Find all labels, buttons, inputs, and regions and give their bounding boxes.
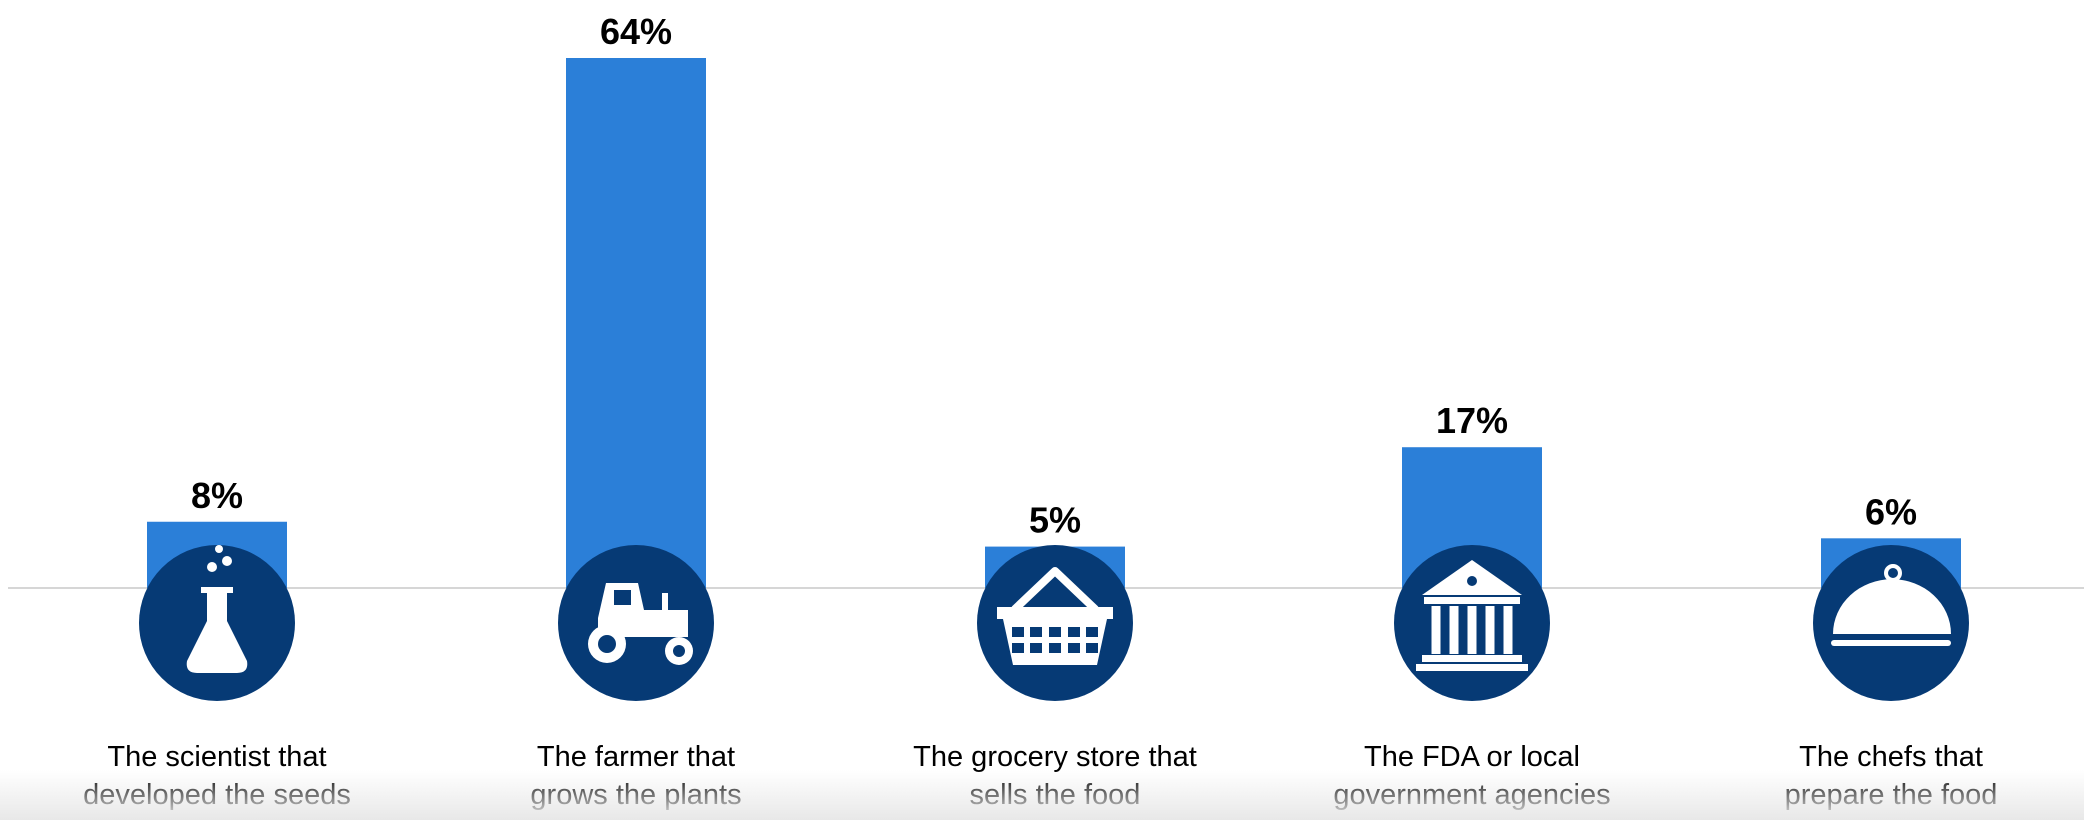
tractor-icon [558,545,714,701]
government-building-icon [1394,545,1550,701]
shopping-basket-icon [977,545,1133,701]
value-label-1: 8% [191,475,243,516]
value-label-3: 5% [1029,500,1081,541]
category-label-3-line-2: sells the food [970,779,1141,811]
value-label-4: 17% [1436,400,1508,441]
value-label-2: 64% [600,11,672,52]
flask-icon [139,545,295,701]
value-label-5: 6% [1865,491,1917,532]
category-label-3-line-1: The grocery store that [913,741,1197,773]
category-label-1-line-2: developed the seeds [83,779,351,811]
category-label-5-line-1: The chefs that [1799,741,1983,773]
category-label-4-line-2: government agencies [1333,779,1610,811]
serving-cloche-icon [1813,545,1969,701]
category-label-4-line-1: The FDA or local [1364,741,1580,773]
category-label-2-line-1: The farmer that [537,741,735,773]
category-label-2-line-2: grows the plants [530,779,741,811]
category-label-5-line-2: prepare the food [1785,779,1998,811]
bar-2 [566,58,706,588]
category-label-1-line-1: The scientist that [107,741,326,773]
